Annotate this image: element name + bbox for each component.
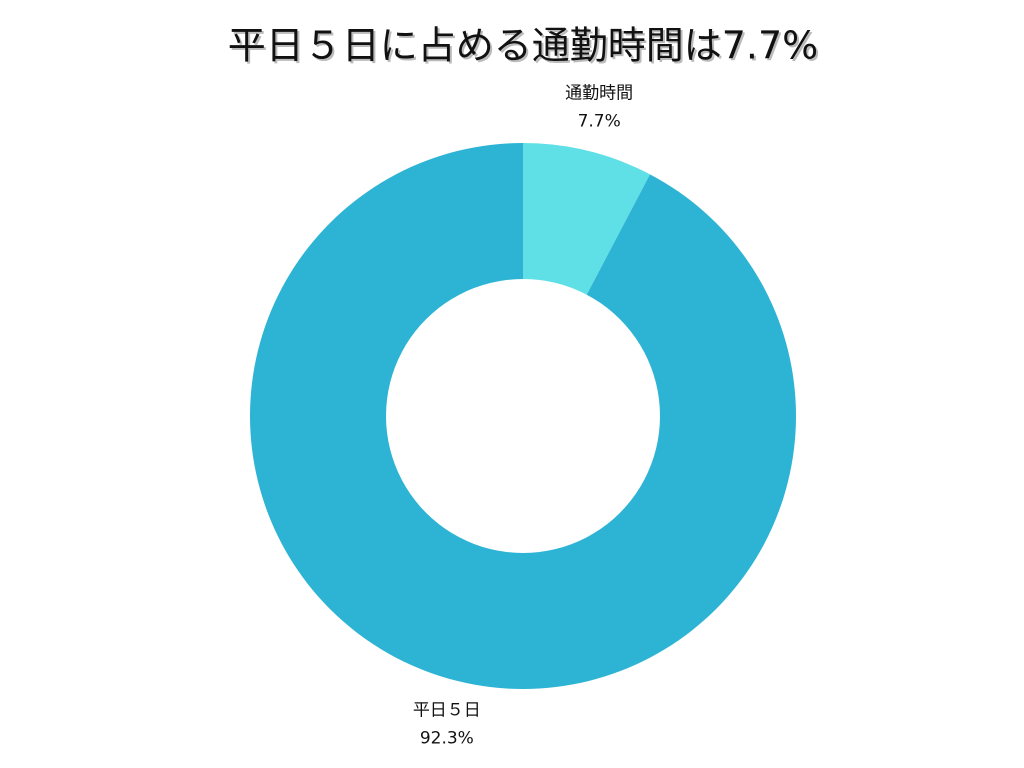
value-label: 7.7% xyxy=(578,111,621,131)
slice xyxy=(250,143,796,689)
slice-label: 通勤時間 xyxy=(565,83,633,103)
slice-label: 平日５日 xyxy=(413,701,481,721)
value-label: 92.3% xyxy=(420,729,474,749)
slice xyxy=(523,143,650,295)
chart-title: 平日５日に占める通勤時間は7.7% xyxy=(228,24,819,68)
